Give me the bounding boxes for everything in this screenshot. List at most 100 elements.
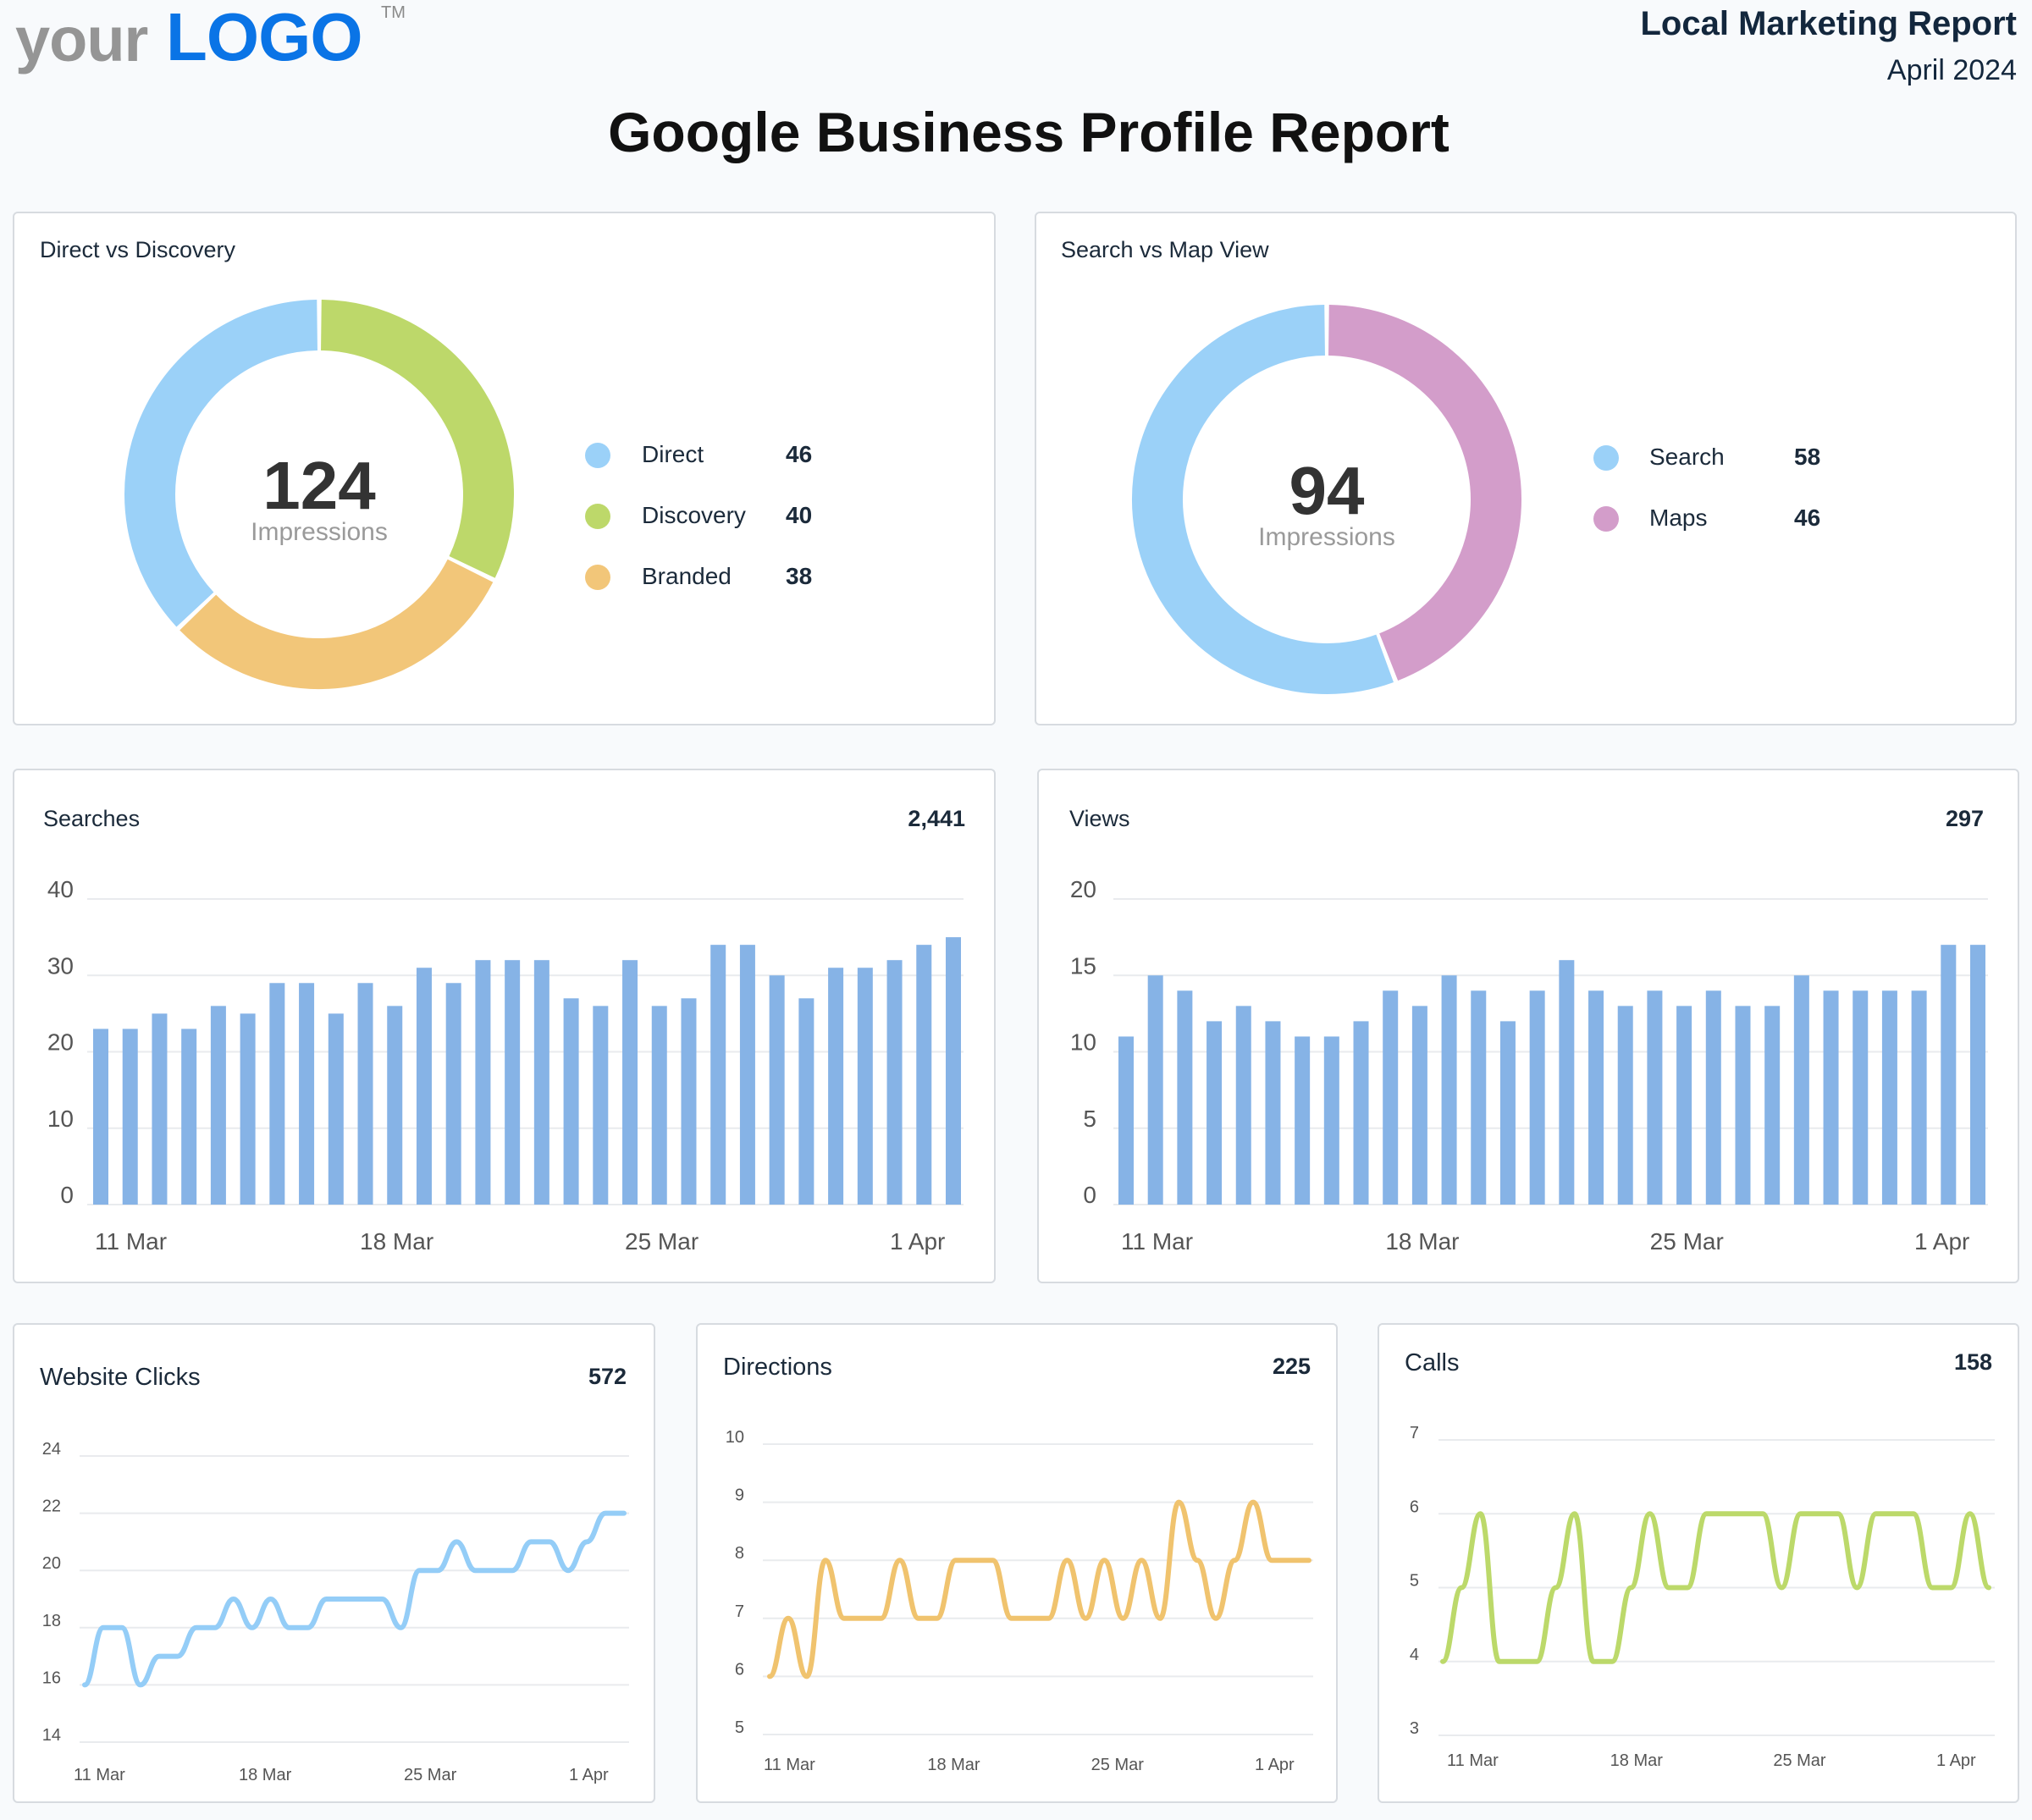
bar xyxy=(1617,1006,1633,1205)
line-chart: 3 4 5 6 7 11 Mar 18 Mar 25 Mar 1 Apr xyxy=(1410,1424,1995,1770)
y-tick-label: 40 xyxy=(47,876,74,902)
x-tick-label: 1 Apr xyxy=(1255,1756,1295,1774)
donut-total: 124 xyxy=(262,448,376,523)
line-chart: 14 16 18 20 22 24 11 Mar 18 Mar 25 Mar 1 Apr xyxy=(42,1440,629,1784)
legend-label: Maps xyxy=(1649,505,1708,531)
bar xyxy=(1471,990,1487,1205)
bar xyxy=(593,1006,609,1205)
card-title: Direct vs Discovery xyxy=(40,237,236,262)
donut-chart xyxy=(1132,305,1521,694)
legend-dot-icon xyxy=(585,443,610,468)
bar xyxy=(328,1013,344,1205)
x-tick-label: 18 Mar xyxy=(1610,1751,1664,1770)
y-tick-label: 20 xyxy=(1070,876,1096,902)
y-tick-label: 24 xyxy=(42,1440,61,1459)
x-tick-label: 18 Mar xyxy=(927,1756,980,1774)
search-vs-map-card: Search vs Map View 94 Impressions Search… xyxy=(1035,212,2017,725)
donut-slice-maps xyxy=(1328,305,1521,681)
x-tick-label: 1 Apr xyxy=(890,1228,945,1255)
y-tick-label: 6 xyxy=(735,1660,744,1679)
donut-slice-discovery xyxy=(320,300,514,578)
card-total: 572 xyxy=(588,1364,627,1389)
donut-slice-search xyxy=(1132,305,1394,694)
donut-total-label: Impressions xyxy=(1258,523,1395,551)
donut-slice-branded xyxy=(179,559,494,689)
bar xyxy=(1147,975,1163,1205)
bar xyxy=(1499,1021,1516,1205)
legend-value: 38 xyxy=(786,563,813,589)
x-tick-label: 1 Apr xyxy=(1936,1751,1976,1770)
y-tick-label: 5 xyxy=(1083,1106,1096,1132)
y-tick-label: 9 xyxy=(735,1486,744,1505)
legend-value: 46 xyxy=(1794,505,1821,531)
bar xyxy=(1118,1036,1134,1205)
legend-dot-icon xyxy=(1593,445,1619,471)
series-line xyxy=(767,1499,1311,1679)
x-tick-label: 11 Mar xyxy=(1121,1228,1193,1255)
bar xyxy=(416,968,432,1205)
bar xyxy=(445,983,461,1205)
legend-label: Discovery xyxy=(642,502,746,528)
bar xyxy=(1941,945,1957,1205)
bar xyxy=(122,1029,138,1205)
donut-chart xyxy=(124,300,514,689)
logo: your LOGO TM xyxy=(15,0,413,85)
card-title: Calls xyxy=(1405,1349,1460,1376)
y-tick-label: 8 xyxy=(735,1544,744,1563)
bar xyxy=(622,960,638,1205)
line-chart: 5 6 7 8 9 10 11 Mar 18 Mar 25 Mar 1 Apr xyxy=(726,1428,1313,1774)
x-tick-label: 18 Mar xyxy=(360,1228,433,1255)
y-tick-label: 16 xyxy=(42,1668,61,1687)
bar xyxy=(1529,990,1545,1205)
y-tick-label: 5 xyxy=(1410,1572,1419,1591)
bar xyxy=(1441,975,1457,1205)
bar xyxy=(946,937,961,1205)
bar xyxy=(1588,990,1604,1205)
y-tick-label: 20 xyxy=(42,1554,61,1573)
bar xyxy=(533,960,549,1205)
bar xyxy=(1911,990,1927,1205)
card-total: 2,441 xyxy=(908,806,965,831)
donut-total: 94 xyxy=(1289,453,1365,528)
bar xyxy=(1177,990,1193,1205)
bar xyxy=(387,1006,403,1205)
bar xyxy=(769,975,785,1205)
bar xyxy=(710,945,726,1205)
bar xyxy=(857,968,873,1205)
bar xyxy=(299,983,315,1205)
y-tick-label: 15 xyxy=(1070,952,1096,979)
bar xyxy=(475,960,491,1205)
legend-value: 46 xyxy=(786,441,813,467)
donut-slice-direct xyxy=(124,300,318,627)
bar xyxy=(1559,960,1575,1205)
bar xyxy=(1970,945,1985,1205)
bar xyxy=(1676,1006,1692,1205)
bar xyxy=(828,968,844,1205)
calls-card: Calls 158 3 4 5 6 7 11 Mar 18 Mar 25 Mar 1 Apr xyxy=(1378,1323,2019,1803)
bar xyxy=(1323,1036,1339,1205)
bar xyxy=(93,1029,108,1205)
bar xyxy=(916,945,932,1205)
bar-chart: 0 5 10 15 20 11 Mar 18 Mar 25 Mar 1 Apr xyxy=(1070,876,1988,1255)
views-card: Views 297 0 5 10 15 20 11 Mar 18 Mar 25 Mar 1 Ap… xyxy=(1037,769,2019,1283)
y-tick-label: 10 xyxy=(1070,1029,1096,1056)
y-tick-label: 14 xyxy=(42,1726,61,1745)
report-date: April 2024 xyxy=(1886,54,2017,86)
y-tick-label: 30 xyxy=(47,952,74,979)
bar xyxy=(1647,990,1663,1205)
y-tick-label: 7 xyxy=(1410,1424,1419,1442)
logo-text-logo: LOGO xyxy=(166,0,363,74)
direct-vs-discovery-card: Direct vs Discovery 124 Impressions Dire… xyxy=(13,212,996,725)
card-total: 297 xyxy=(1945,806,1984,831)
bar xyxy=(505,960,521,1205)
x-tick-label: 18 Mar xyxy=(239,1766,292,1784)
y-tick-label: 5 xyxy=(735,1718,744,1737)
y-tick-label: 20 xyxy=(47,1029,74,1056)
x-tick-label: 11 Mar xyxy=(1447,1751,1499,1770)
bar-chart: 0 10 20 30 40 11 Mar 18 Mar 25 Mar 1 Apr xyxy=(47,876,964,1255)
bar xyxy=(240,1013,256,1205)
y-tick-label: 10 xyxy=(726,1428,744,1447)
card-total: 158 xyxy=(1953,1349,1992,1375)
x-tick-label: 25 Mar xyxy=(404,1766,457,1784)
bar xyxy=(798,998,814,1205)
